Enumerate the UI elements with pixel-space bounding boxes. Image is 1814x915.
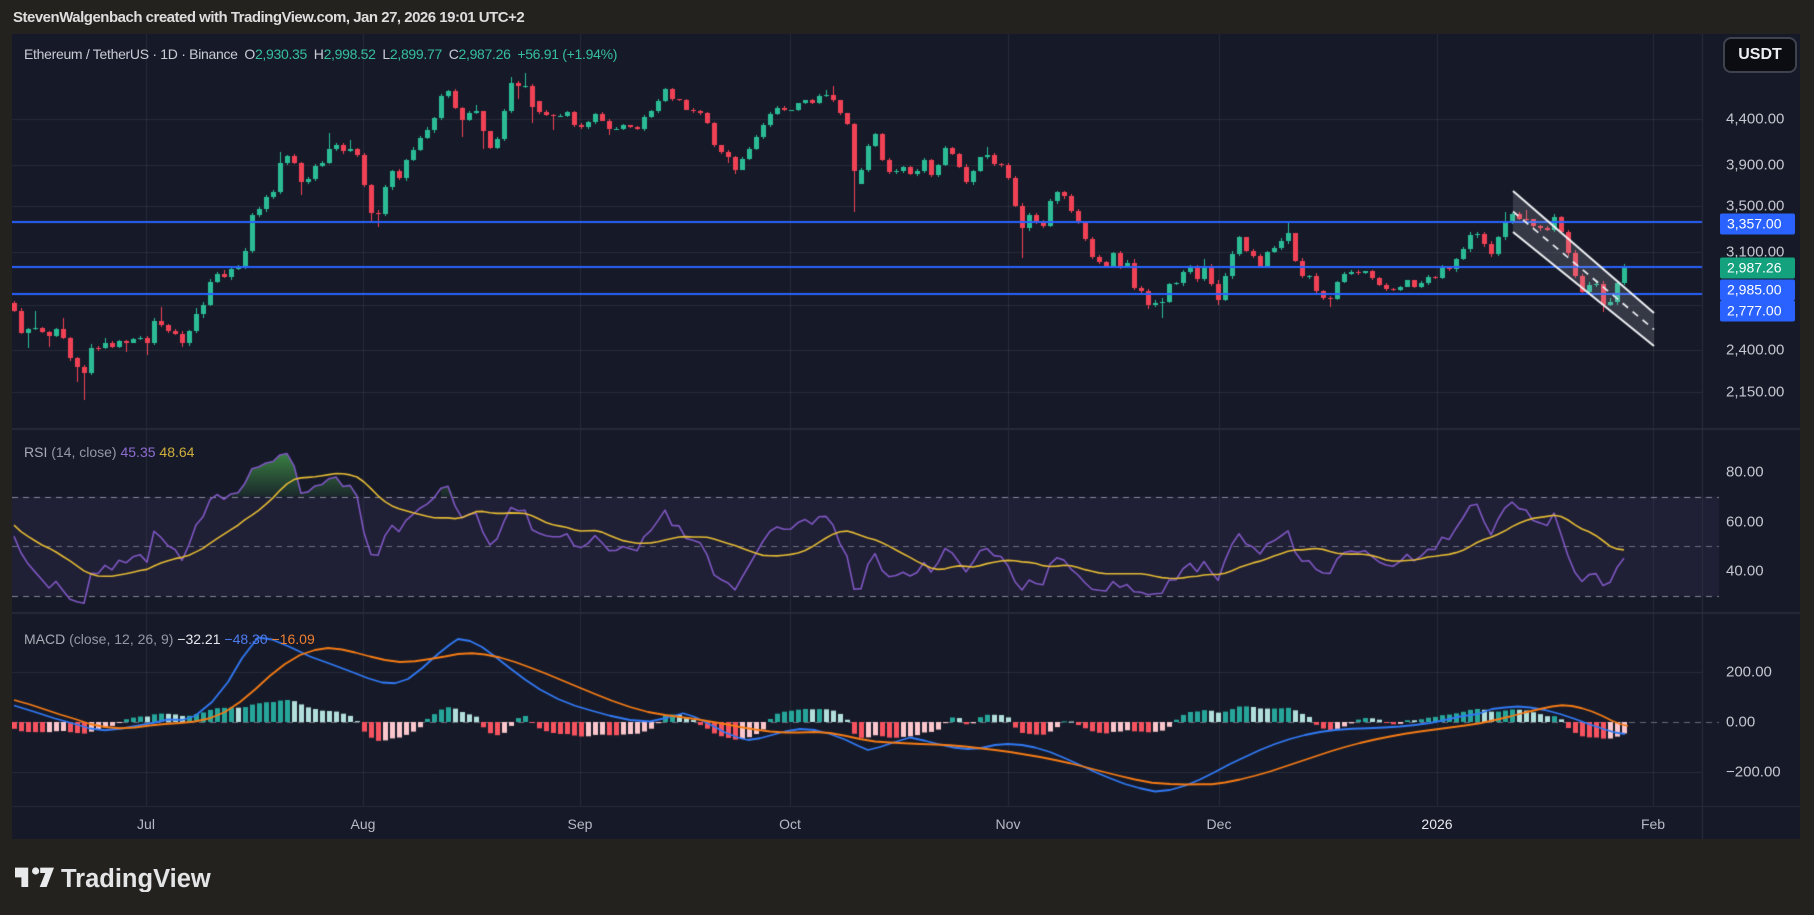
svg-text:TradingView: TradingView	[61, 865, 211, 892]
